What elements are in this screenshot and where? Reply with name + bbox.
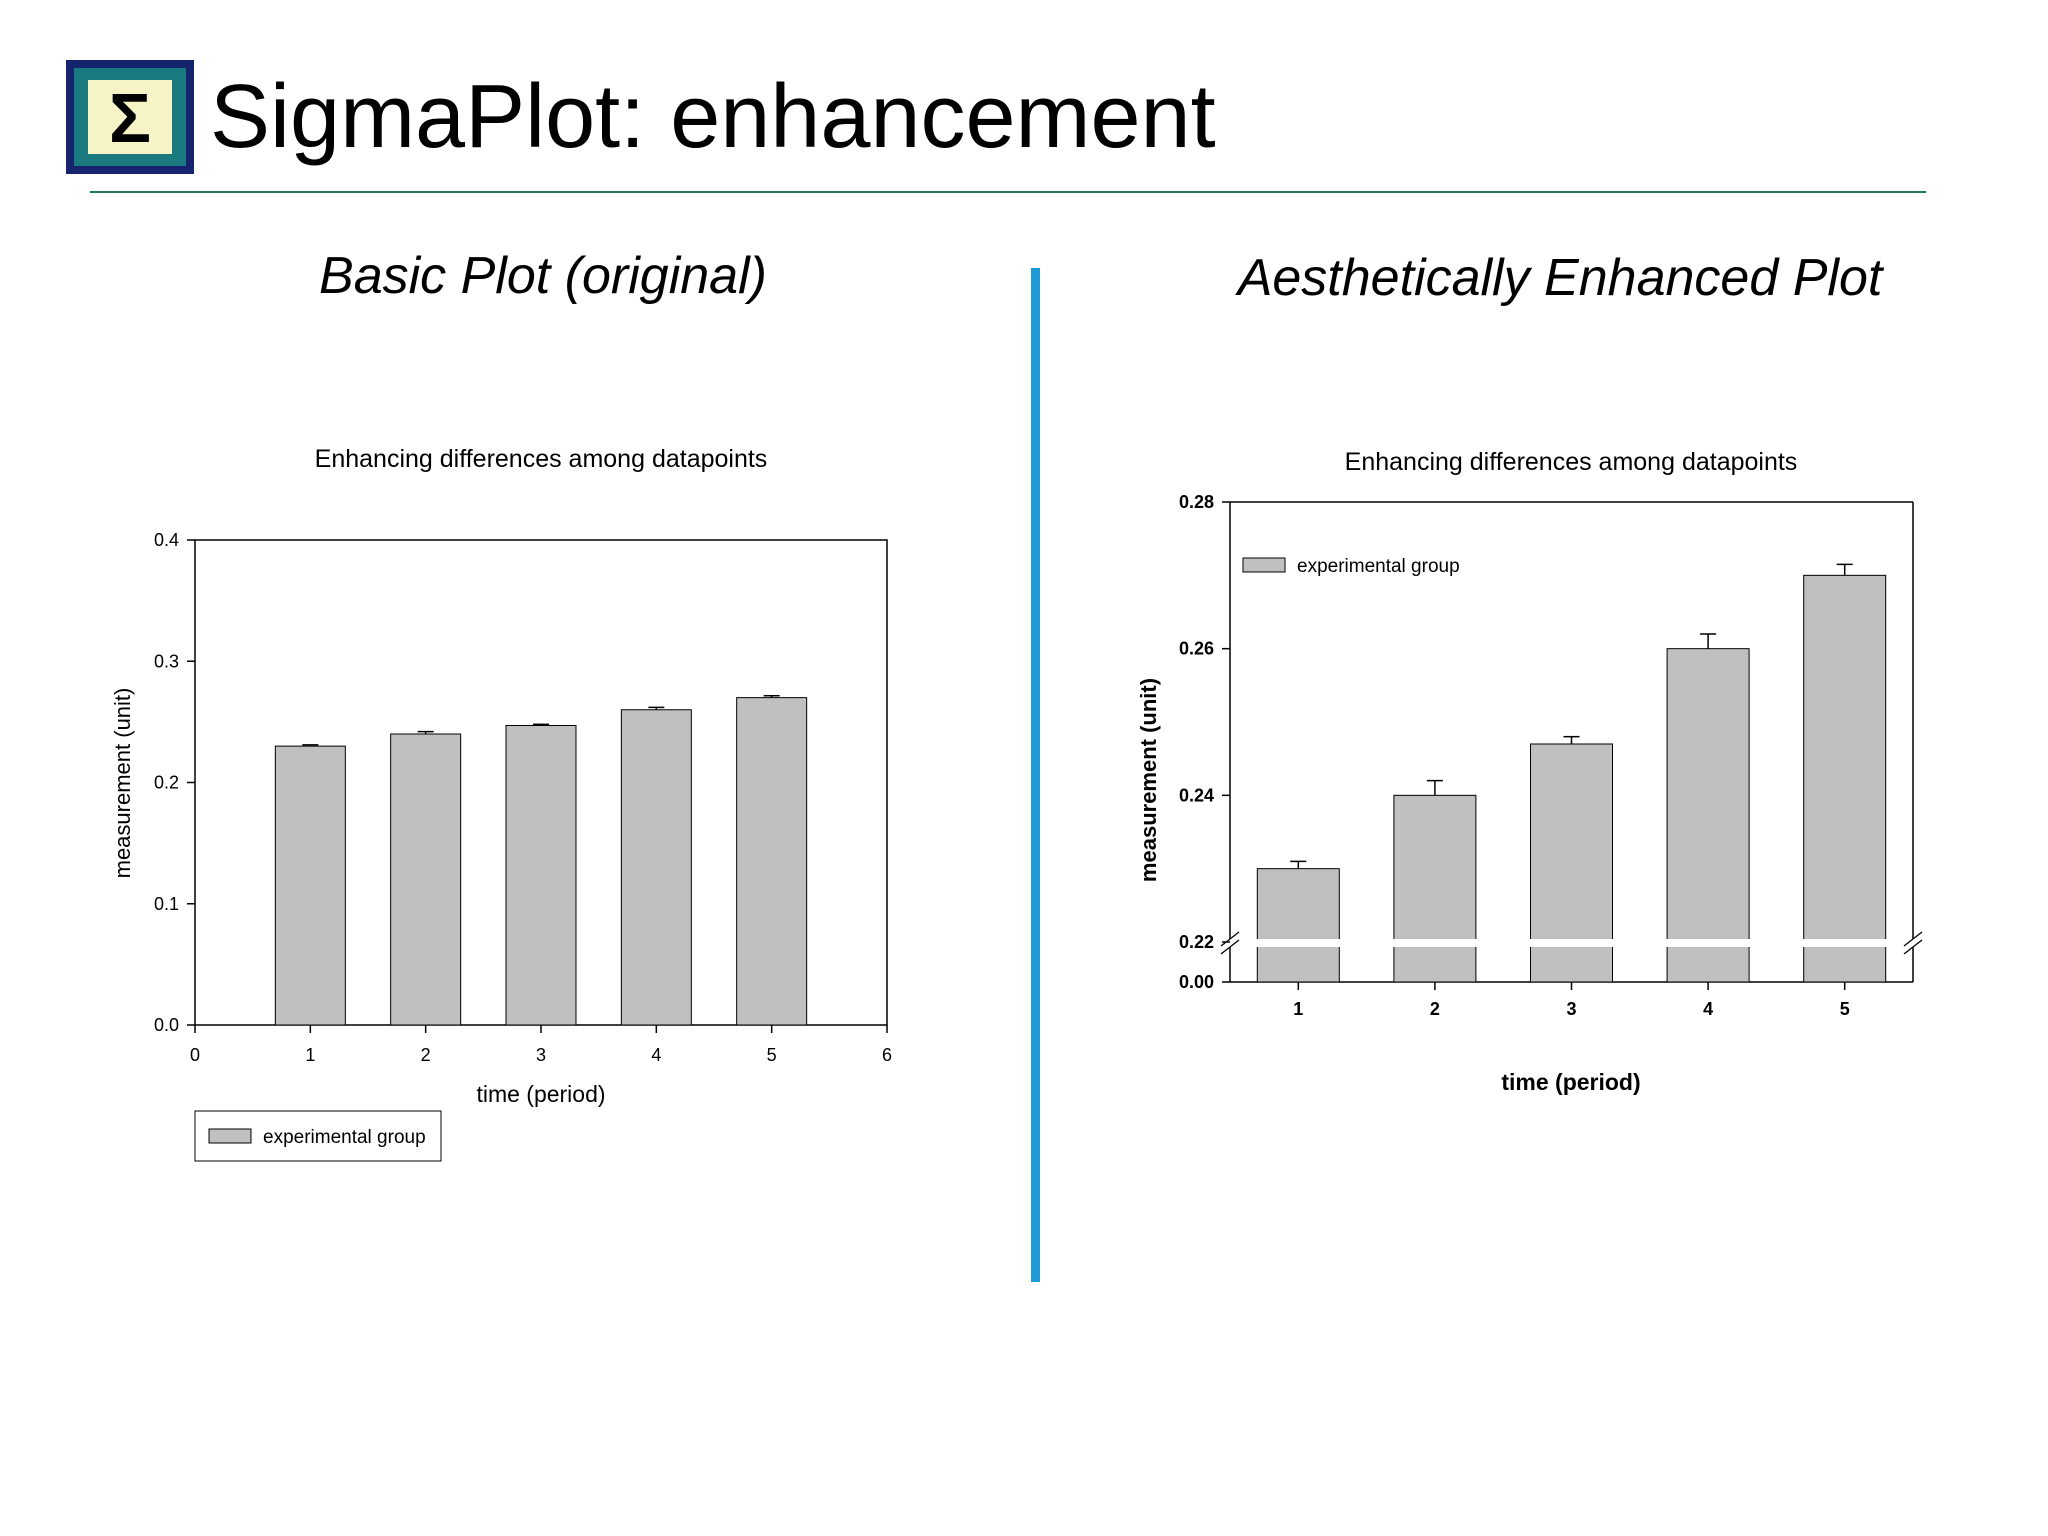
x-axis-label: time (period)	[1501, 1069, 1640, 1095]
axis-break-mark	[1903, 931, 1923, 947]
y-tick-label: 0.0	[154, 1015, 179, 1035]
bar	[620, 709, 692, 1026]
axis-break-mark	[1220, 931, 1240, 947]
axis-break-band	[1228, 939, 1915, 947]
y-axis-label: measurement (unit)	[1136, 678, 1161, 882]
x-axis-label: time (period)	[476, 1081, 605, 1107]
y-tick-label: 0.00	[1179, 972, 1214, 992]
x-tick-label: 2	[421, 1045, 431, 1065]
x-tick-label: 1	[305, 1045, 315, 1065]
y-tick-label: 0.28	[1179, 492, 1214, 512]
x-tick-label: 3	[1566, 999, 1576, 1019]
legend-swatch	[208, 1128, 252, 1144]
bar	[1666, 648, 1750, 983]
y-tick-label: 0.1	[154, 894, 179, 914]
title-rule	[90, 191, 1926, 193]
y-axis-label: measurement (unit)	[110, 688, 135, 879]
bar	[736, 697, 808, 1026]
chart-title: Enhancing differences among datapoints	[1345, 448, 1798, 476]
y-tick-label: 0.22	[1179, 932, 1214, 952]
y-tick-label: 0.2	[154, 773, 179, 793]
bar	[390, 733, 462, 1026]
axis-break-mark	[1903, 939, 1923, 955]
bar	[1803, 574, 1887, 983]
legend-label: experimental group	[263, 1127, 426, 1148]
legend-swatch	[1242, 557, 1286, 573]
x-tick-label: 4	[651, 1045, 661, 1065]
x-tick-label: 2	[1430, 999, 1440, 1019]
bar	[1256, 868, 1340, 983]
y-tick-label: 0.24	[1179, 785, 1214, 805]
x-tick-label: 4	[1703, 999, 1713, 1019]
panel-divider	[1031, 268, 1040, 1282]
y-tick-label: 0.26	[1179, 639, 1214, 659]
x-tick-label: 1	[1293, 999, 1303, 1019]
page-title: SigmaPlot: enhancement	[210, 67, 1216, 167]
enhanced-bar-chart: Enhancing differences among datapoints 1 2…	[1136, 448, 1923, 1095]
y-tick-label: 0.4	[154, 530, 179, 550]
chart-title: Enhancing differences among datapoints	[315, 445, 768, 473]
bar	[1393, 794, 1477, 983]
left-panel-heading: Basic Plot (original)	[319, 247, 767, 305]
axis-break-mark	[1220, 939, 1240, 955]
basic-bar-chart: Enhancing differences among datapoints 0 1…	[110, 445, 892, 1162]
bar	[274, 745, 346, 1026]
sigmaplot-logo: Σ	[66, 60, 194, 174]
x-tick-label: 6	[882, 1045, 892, 1065]
logo-paper	[88, 80, 172, 154]
bar	[505, 725, 577, 1026]
y-tick-label: 0.3	[154, 651, 179, 671]
right-panel-heading: Aesthetically Enhanced Plot	[1237, 249, 1883, 307]
x-tick-label: 5	[1840, 999, 1850, 1019]
x-tick-label: 5	[767, 1045, 777, 1065]
legend-label: experimental group	[1297, 556, 1460, 577]
x-tick-label: 3	[536, 1045, 546, 1065]
x-tick-label: 0	[190, 1045, 200, 1065]
logo-sigma-glyph: Σ	[109, 79, 151, 157]
